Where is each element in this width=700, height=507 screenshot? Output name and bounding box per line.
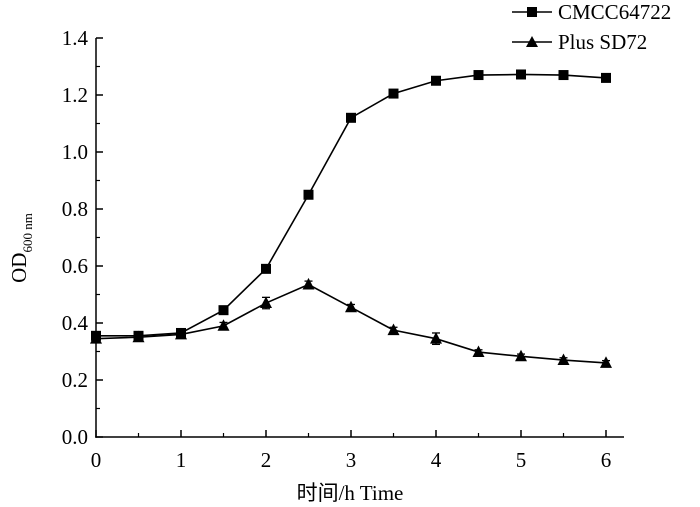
y-tick-label: 0.4	[62, 311, 89, 335]
y-tick-label: 0.6	[62, 254, 88, 278]
data-point-square	[388, 88, 399, 99]
data-point-triangle	[472, 345, 485, 358]
x-tick-label: 3	[346, 448, 357, 472]
data-point-square	[431, 75, 441, 86]
data-point-triangle	[600, 356, 612, 368]
y-tick-label: 0.0	[62, 425, 88, 449]
data-point-triangle	[217, 319, 230, 331]
x-tick-label: 2	[261, 448, 272, 472]
x-tick-label: 4	[431, 448, 442, 472]
data-point-square	[473, 70, 484, 81]
legend-label-plus: Plus SD72	[558, 30, 647, 54]
data-point-triangle	[260, 296, 272, 308]
y-axis-label: OD600 nm	[7, 213, 35, 283]
y-axis-label-main: OD	[7, 253, 31, 283]
axes	[95, 38, 624, 438]
legend-square-marker	[527, 7, 537, 17]
y-tick-label: 0.8	[62, 197, 88, 221]
series-plus-sd72	[90, 277, 612, 368]
x-tick-label: 1	[176, 448, 187, 472]
data-point-triangle	[175, 327, 187, 340]
y-tick-label: 1.4	[62, 26, 89, 50]
data-point-square	[558, 70, 569, 81]
legend-entry-cmcc: CMCC64722	[512, 0, 671, 24]
x-tick-label: 5	[516, 448, 527, 472]
y-axis-label-subscript: 600 nm	[20, 213, 35, 252]
data-point-square	[346, 112, 356, 123]
ticks: 0.0 0.2 0.4 0.6 0.8 1.0 1.2 1.4 0 1 2 3 4 5 6	[62, 26, 612, 472]
legend-entry-plus: Plus SD72	[512, 30, 647, 54]
data-point-triangle	[90, 332, 102, 344]
data-point-triangle	[430, 332, 442, 344]
data-point-square	[601, 72, 611, 83]
y-tick-label: 1.2	[62, 83, 88, 107]
data-point-triangle	[515, 349, 527, 362]
y-tick-label: 1.0	[62, 140, 88, 164]
data-point-triangle	[132, 330, 145, 343]
x-tick-label: 6	[601, 448, 612, 472]
x-axis-label: 时间/h Time	[297, 481, 404, 505]
data-point-square	[261, 263, 271, 274]
y-tick-label: 0.2	[62, 368, 88, 392]
legend-triangle-marker	[526, 36, 538, 47]
series-cmcc64722	[91, 69, 611, 341]
data-point-square	[516, 69, 526, 80]
series	[90, 69, 612, 368]
legend-label-cmcc: CMCC64722	[558, 0, 671, 24]
data-point-square	[218, 305, 229, 316]
data-point-triangle	[345, 300, 357, 313]
legend: CMCC64722 Plus SD72	[512, 0, 671, 54]
data-point-square	[303, 189, 314, 200]
data-point-triangle	[302, 277, 315, 290]
data-point-triangle	[557, 353, 570, 365]
x-tick-label: 0	[91, 448, 102, 472]
series-line	[95, 283, 607, 364]
data-point-triangle	[387, 323, 400, 336]
